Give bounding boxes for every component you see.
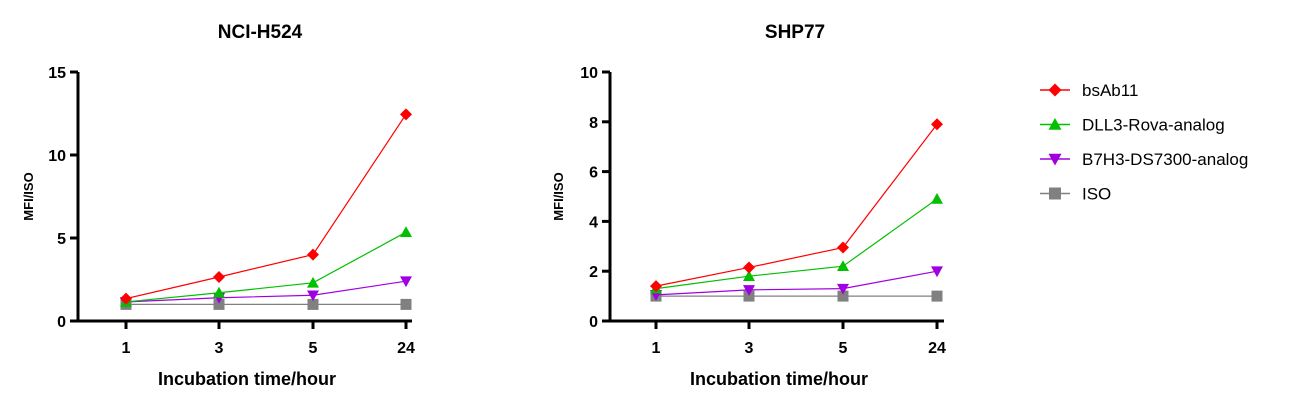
y-axis-label: MFI/ISO xyxy=(551,172,566,220)
data-point xyxy=(307,248,319,261)
series-dll3-rova-analog xyxy=(650,192,943,294)
data-point xyxy=(743,285,755,296)
data-point xyxy=(307,298,319,310)
legend-marker xyxy=(1048,118,1062,130)
series-b7h3-ds7300-analog xyxy=(120,276,412,308)
data-point xyxy=(307,290,319,302)
legend-item: B7H3-DS7300-analog xyxy=(1040,150,1248,169)
data-point xyxy=(743,290,755,302)
x-tick-label: 24 xyxy=(397,340,415,357)
data-point xyxy=(743,270,755,281)
legend-marker xyxy=(1048,153,1062,166)
x-tick-label: 3 xyxy=(745,340,754,357)
chart-title: SHP77 xyxy=(765,22,825,43)
data-point xyxy=(931,290,943,302)
data-point xyxy=(743,261,755,274)
chart-title: NCI-H524 xyxy=(218,22,303,43)
y-tick-label: 10 xyxy=(580,65,598,82)
series-dll3-rova-analog xyxy=(120,226,412,307)
data-point xyxy=(931,118,943,131)
data-point xyxy=(213,298,225,310)
data-point xyxy=(837,290,849,302)
chart-panel-1: NCI-H524 MFI/ISO 0 5 10 15 1 3 5 24 Incubation tim… xyxy=(21,22,415,389)
series-line xyxy=(125,280,407,303)
legend-marker xyxy=(1048,83,1062,97)
series-line xyxy=(125,113,407,300)
y-tick-label: 0 xyxy=(57,314,66,331)
data-point xyxy=(213,271,225,284)
series-bsab11 xyxy=(650,118,943,293)
y-tick-label: 15 xyxy=(48,65,66,82)
data-point xyxy=(400,298,412,310)
y-tick-label: 10 xyxy=(48,148,66,165)
data-point xyxy=(307,276,319,288)
x-tick-label: 5 xyxy=(839,340,848,357)
x-axis-label: Incubation time/hour xyxy=(690,369,868,389)
y-tick-label: 4 xyxy=(589,214,598,231)
data-point xyxy=(931,192,943,204)
data-point xyxy=(400,276,412,288)
legend: bsAb11 DLL3-Rova-analog B7H3-DS7300-analog… xyxy=(1040,81,1248,204)
series-bsab11 xyxy=(120,108,412,305)
legend-label: ISO xyxy=(1082,185,1111,204)
legend-label: DLL3-Rova-analog xyxy=(1082,116,1225,135)
x-tick-label: 24 xyxy=(928,340,946,357)
x-tick-label: 5 xyxy=(309,340,318,357)
legend-item: ISO xyxy=(1040,185,1111,204)
x-tick-label: 1 xyxy=(652,340,661,357)
data-point xyxy=(837,241,849,254)
legend-marker xyxy=(1049,187,1061,200)
y-tick-label: 8 xyxy=(589,115,598,132)
data-point xyxy=(931,266,943,278)
y-tick-label: 0 xyxy=(589,314,598,331)
data-point xyxy=(400,108,412,121)
data-point xyxy=(120,292,132,305)
series-line xyxy=(655,270,938,296)
legend-item: bsAb11 xyxy=(1040,81,1138,100)
legend-item: DLL3-Rova-analog xyxy=(1040,116,1225,135)
legend-label: B7H3-DS7300-analog xyxy=(1082,150,1248,169)
y-tick-label: 2 xyxy=(589,264,598,281)
data-point xyxy=(837,283,849,295)
legend-label: bsAb11 xyxy=(1082,81,1138,100)
y-axis-label: MFI/ISO xyxy=(21,172,36,220)
x-tick-label: 3 xyxy=(215,340,224,357)
y-tick-label: 5 xyxy=(57,231,66,248)
data-point xyxy=(650,280,662,293)
x-tick-label: 1 xyxy=(122,340,131,357)
data-point xyxy=(213,286,225,298)
y-tick-label: 6 xyxy=(589,165,598,182)
data-point xyxy=(837,260,849,272)
series-line xyxy=(655,198,938,290)
data-point xyxy=(400,226,412,237)
series-line xyxy=(125,231,407,303)
series-line xyxy=(655,123,938,287)
x-axis-label: Incubation time/hour xyxy=(158,369,336,389)
